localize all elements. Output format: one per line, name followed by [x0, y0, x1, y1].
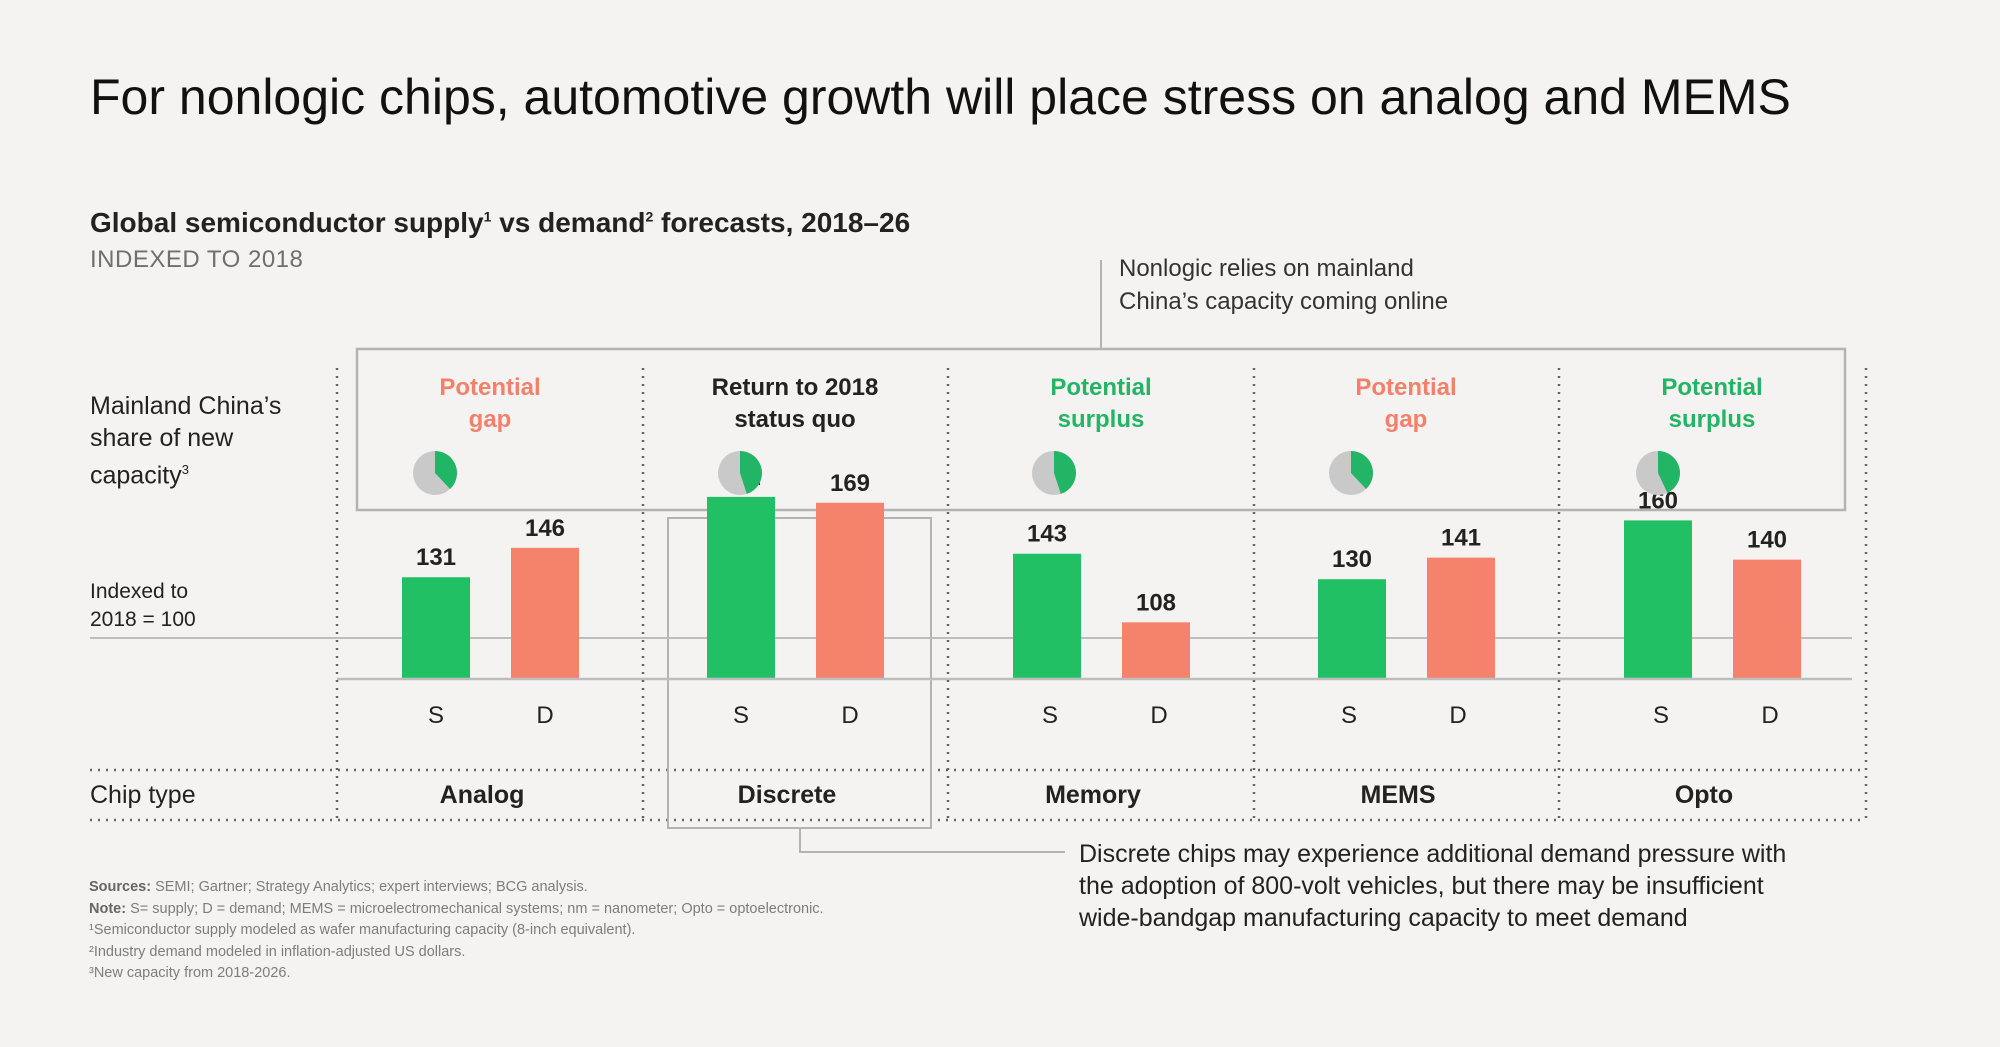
chip-type-mems: MEMS [1360, 781, 1436, 809]
subtitle-sup1: 1 [483, 208, 492, 225]
demand-axis-label: D [1449, 702, 1467, 729]
share-label-sup: 3 [181, 462, 189, 477]
callout-bottom-line1: Discrete chips may experience additional… [1079, 840, 1787, 868]
china-share-slice-analog [435, 451, 458, 490]
callout-bottom-line3: wide-bandgap manufacturing capacity to m… [1079, 904, 1688, 932]
supply-axis-label: S [1652, 702, 1669, 729]
subtitle-sup2: 2 [645, 208, 654, 225]
status-line1: Potential [1050, 374, 1152, 401]
supply-bar-opto [1624, 520, 1692, 679]
demand-value-discrete: 169 [830, 470, 870, 497]
demand-axis-label: D [536, 702, 554, 729]
supply-axis-label: S [732, 702, 749, 729]
status-opto: Potential surplus [1582, 372, 1842, 436]
status-line2: gap [468, 406, 512, 433]
demand-bar-analog [511, 547, 579, 679]
chip-type-analog: Analog [439, 781, 525, 809]
chart-subtitle: Global semiconductor supply1 vs demand2 … [90, 207, 910, 239]
share-label-line3: capacity [90, 461, 182, 490]
china-share-slice-discrete [740, 451, 762, 494]
subtitle-part2: vs demand [491, 207, 646, 238]
chip-type-opto: Opto [1674, 781, 1734, 809]
supply-bar-memory [1013, 553, 1081, 679]
china-share-row-label: Mainland China’s share of new capacity3 [90, 390, 281, 491]
status-line2: surplus [1057, 406, 1145, 433]
subtitle-part3: forecasts, 2018–26 [653, 207, 911, 238]
status-line1: Potential [1355, 374, 1457, 401]
axis-index-label: Indexed to 2018 = 100 [90, 578, 196, 634]
callout-top-line1: Nonlogic relies on mainland [1119, 255, 1414, 282]
note-line: Note: S= supply; D = demand; MEMS = micr… [89, 899, 824, 921]
status-line2: gap [1384, 406, 1428, 433]
supply-value-memory: 143 [1027, 521, 1067, 548]
demand-bar-mems [1427, 557, 1495, 679]
demand-axis-label: D [1761, 702, 1779, 729]
demand-bar-discrete [816, 502, 884, 679]
note-label: Note: [89, 900, 127, 917]
sources-label: Sources: [89, 879, 152, 895]
supply-axis-label: S [1340, 702, 1357, 729]
status-memory: Potential surplus [971, 372, 1231, 436]
demand-axis-label: D [1150, 702, 1168, 729]
demand-bar-opto [1733, 559, 1801, 679]
subtitle-part1: Global semiconductor supply [90, 207, 484, 238]
note-text: S= supply; D = demand; MEMS = microelect… [126, 900, 824, 917]
callout-discrete: Discrete chips may experience additional… [1079, 838, 1939, 934]
chip-type-label: Chip type [90, 781, 196, 809]
chip-type-discrete: Discrete [737, 781, 837, 809]
demand-value-mems: 141 [1441, 525, 1481, 552]
supply-bar-analog [402, 577, 470, 679]
demand-value-opto: 140 [1747, 527, 1787, 554]
share-label-line2: share of new [90, 424, 234, 452]
demand-bar-memory [1122, 622, 1190, 679]
supply-value-mems: 130 [1332, 546, 1372, 573]
demand-value-memory: 108 [1136, 589, 1176, 616]
indexed-note: INDEXED TO 2018 [90, 246, 304, 273]
sources-line: Sources: SEMI; Gartner; Strategy Analyti… [89, 877, 824, 899]
footnote-1: ¹Semiconductor supply modeled as wafer m… [89, 922, 636, 938]
china-share-slice-memory [1054, 451, 1076, 494]
page-title: For nonlogic chips, automotive growth wi… [90, 69, 1791, 125]
status-line1: Potential [439, 374, 541, 401]
supply-axis-label: S [1041, 702, 1058, 729]
status-line2: status quo [734, 406, 856, 433]
sources-text: SEMI; Gartner; Strategy Analytics; exper… [151, 879, 588, 895]
axis-label-line2: 2018 = 100 [90, 608, 196, 631]
share-label-line1: Mainland China’s [90, 392, 282, 420]
status-line2: surplus [1668, 406, 1756, 433]
callout-bottom-connector [799, 828, 1065, 853]
callout-top-line2: China’s capacity coming online [1119, 288, 1449, 315]
supply-bar-mems [1318, 579, 1386, 679]
callout-bottom-line2: the adoption of 800-volt vehicles, but t… [1079, 872, 1764, 900]
footnotes: Sources: SEMI; Gartner; Strategy Analyti… [89, 877, 824, 985]
status-analog: Potential gap [360, 372, 620, 436]
demand-value-analog: 146 [525, 515, 565, 542]
supply-bar-discrete [707, 496, 775, 679]
callout-nonlogic: Nonlogic relies on mainland China’s capa… [1119, 252, 1448, 318]
demand-axis-label: D [841, 702, 859, 729]
footnote-2: ²Industry demand modeled in inflation-ad… [89, 943, 466, 960]
chip-type-memory: Memory [1045, 781, 1141, 809]
supply-value-analog: 131 [416, 544, 456, 571]
china-share-slice-opto [1658, 451, 1681, 493]
status-line1: Return to 2018 [711, 374, 879, 401]
axis-label-line1: Indexed to [90, 580, 189, 603]
supply-axis-label: S [427, 702, 444, 729]
footnote-3: ³New capacity from 2018-2026. [89, 965, 291, 981]
status-mems: Potential gap [1276, 372, 1536, 436]
status-discrete: Return to 2018 status quo [665, 372, 925, 436]
status-line1: Potential [1661, 374, 1763, 401]
china-share-slice-mems [1351, 451, 1374, 490]
